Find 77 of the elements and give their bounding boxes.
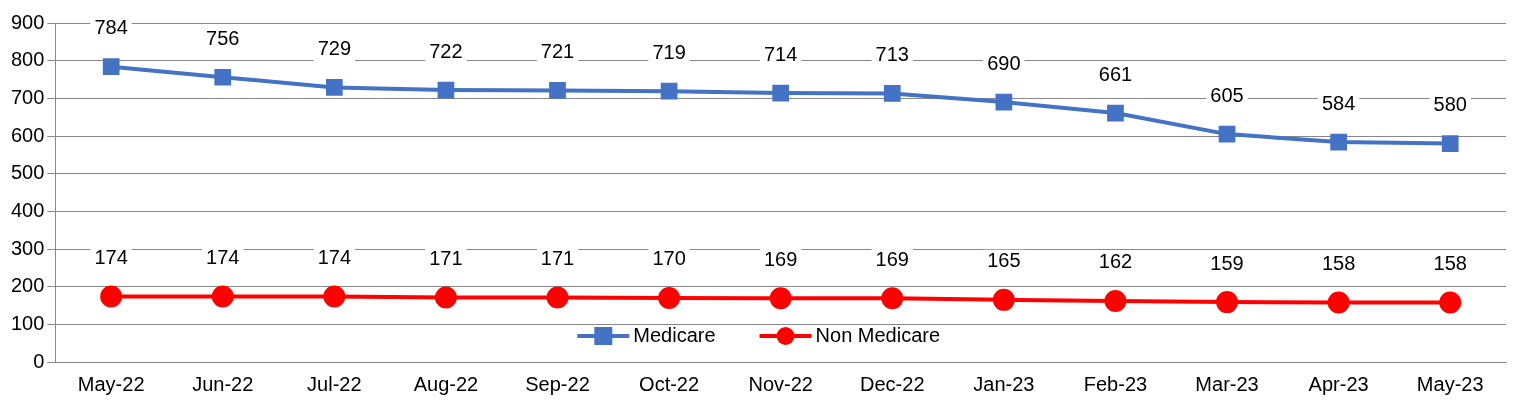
data-label: 714: [764, 42, 798, 65]
x-tick-label: Mar-23: [1195, 372, 1259, 395]
x-tick-label: Feb-23: [1083, 372, 1148, 395]
point: [214, 68, 232, 86]
x-tick-label: Jul-22: [307, 372, 362, 395]
data-label: 158: [1433, 252, 1467, 274]
point: [100, 285, 123, 308]
data-label: 722: [429, 39, 463, 62]
y-tick-label: 900: [10, 10, 45, 33]
point: [549, 82, 566, 99]
point: [323, 285, 346, 308]
point: [1216, 291, 1239, 314]
point: [1439, 291, 1462, 314]
data-label: 169: [875, 247, 909, 270]
data-label: 171: [429, 247, 463, 270]
y-tick-label: 500: [10, 161, 45, 184]
data-label: 721: [540, 39, 575, 62]
point: [325, 79, 343, 96]
x-tick-label: May-22: [77, 372, 145, 395]
y-tick-label: 400: [10, 198, 45, 221]
point: [1107, 104, 1124, 122]
legend-label: Non Medicare: [815, 323, 941, 346]
point: [883, 85, 901, 102]
x-tick-label: Jan-23: [973, 372, 1035, 395]
data-label: 171: [540, 247, 575, 270]
y-tick-label: 800: [10, 48, 45, 71]
data-label: 174: [206, 245, 240, 268]
data-label: 174: [317, 245, 352, 268]
data-label: 661: [1098, 62, 1133, 85]
x-tick-label: May-23: [1416, 372, 1484, 395]
x-tick-label: Nov-22: [748, 372, 813, 395]
data-label: 158: [1321, 252, 1356, 274]
legend-label: Medicare: [633, 323, 716, 346]
data-label: 170: [652, 247, 686, 270]
point: [546, 286, 569, 309]
point: [995, 93, 1013, 111]
data-label: 584: [1321, 91, 1356, 114]
point: [658, 286, 681, 309]
data-label: 719: [652, 40, 686, 63]
x-tick-label: Jun-22: [192, 372, 254, 395]
x-tick-label: Apr-23: [1308, 372, 1369, 395]
y-tick-label: 600: [10, 123, 45, 146]
data-label: 784: [94, 16, 128, 39]
point: [992, 288, 1015, 311]
point: [437, 81, 455, 99]
y-tick-label: 200: [10, 274, 45, 297]
data-label: 713: [875, 42, 909, 65]
point: [1104, 289, 1127, 312]
data-label: 580: [1433, 93, 1467, 116]
point: [881, 287, 904, 310]
point: [1218, 125, 1236, 143]
data-label: 729: [317, 36, 352, 59]
x-tick-label: Aug-22: [413, 372, 479, 395]
data-label: 162: [1098, 250, 1133, 273]
point: [660, 82, 678, 100]
x-tick-label: Sep-22: [525, 372, 590, 395]
x-tick-label: Oct-22: [639, 372, 700, 395]
data-label: 159: [1210, 251, 1244, 274]
point: [102, 58, 120, 76]
point: [1327, 291, 1350, 314]
data-label: 605: [1210, 83, 1244, 106]
y-tick-label: 100: [10, 311, 45, 334]
data-label: 690: [987, 51, 1021, 74]
point: [434, 286, 457, 309]
point: [1441, 135, 1459, 152]
point: [1330, 133, 1347, 151]
y-tick-label: 300: [10, 236, 45, 259]
point: [211, 285, 234, 308]
y-tick-label: 700: [10, 85, 45, 108]
data-label: 165: [987, 249, 1021, 272]
data-label: 169: [764, 247, 798, 270]
data-label: 174: [94, 245, 128, 268]
point: [772, 84, 790, 102]
point: [769, 287, 792, 310]
data-label: 756: [206, 26, 240, 49]
x-tick-label: Dec-22: [860, 372, 925, 395]
y-tick-label: 0: [33, 349, 45, 372]
